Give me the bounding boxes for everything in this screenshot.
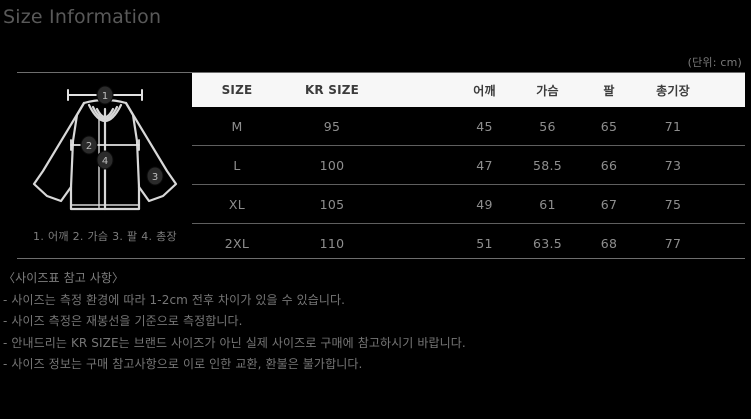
cell-spacer	[382, 223, 454, 262]
cell-length: 77	[638, 223, 708, 262]
notes-heading: 〈사이즈표 참고 사항〉	[3, 271, 125, 285]
cell-chest: 63.5	[515, 223, 580, 262]
unit-note: (단위: cm)	[687, 56, 742, 69]
cell-sleeve: 68	[580, 223, 638, 262]
size-notes: 〈사이즈표 참고 사항〉 - 사이즈는 측정 환경에 따라 1-2cm 전후 차…	[3, 268, 748, 376]
cell-spacer	[382, 184, 454, 224]
table-row: 2XL 110 51 63.5 68 77	[192, 223, 745, 262]
table-row: XL 105 49 61 67 75	[192, 184, 745, 224]
diagram-marker-1: 1	[96, 85, 114, 105]
page-title: Size Information	[3, 6, 162, 28]
column-header-tail	[708, 73, 745, 107]
garment-diagram: 1 2 3 4 1. 어깨 2. 가슴 3. 팔 4. 총장	[17, 73, 193, 259]
cell-sleeve: 67	[580, 184, 638, 224]
svg-text:1: 1	[102, 91, 108, 102]
cell-chest: 56	[539, 118, 556, 134]
diagram-marker-2: 2	[80, 135, 98, 155]
table-row: L 100 47 58.5 66 73	[192, 145, 745, 185]
column-header-size: SIZE	[221, 83, 253, 97]
size-table: SIZE KR SIZE 어깨 가슴 팔 총기장 M 95 45 56	[192, 73, 745, 262]
cell-chest: 61	[515, 184, 580, 224]
note-line-3: - 안내드리는 KR SIZE는 브랜드 사이즈가 아닌 실제 사이즈로 구매에…	[3, 335, 466, 350]
cell-kr-size: 95	[323, 118, 341, 134]
cell-spacer	[382, 107, 454, 146]
column-header-length: 총기장	[656, 83, 690, 98]
cell-shoulder: 47	[454, 145, 515, 185]
table-header-row: SIZE KR SIZE 어깨 가슴 팔 총기장	[192, 73, 745, 107]
cell-kr-size: 105	[282, 184, 382, 224]
column-header-spacer	[382, 73, 454, 107]
svg-text:3: 3	[152, 172, 158, 183]
cell-tail	[708, 145, 745, 185]
cell-size: L	[192, 145, 282, 185]
cell-sleeve: 66	[580, 145, 638, 185]
diagram-caption: 1. 어깨 2. 가슴 3. 팔 4. 총장	[33, 230, 177, 243]
cell-tail	[708, 223, 745, 262]
svg-text:2: 2	[86, 141, 92, 152]
note-line-1: - 사이즈는 측정 환경에 따라 1-2cm 전후 차이가 있을 수 있습니다.	[3, 292, 346, 307]
cell-kr-size: 110	[282, 223, 382, 262]
cell-spacer	[382, 145, 454, 185]
note-line-2: - 사이즈 측정은 재봉선을 기준으로 측정합니다.	[3, 314, 243, 328]
cell-shoulder: 45	[476, 118, 493, 134]
diagram-marker-3: 3	[146, 166, 164, 186]
column-header-sleeve: 팔	[603, 83, 615, 98]
cell-sleeve: 65	[600, 118, 618, 134]
column-header-shoulder: 어깨	[473, 83, 496, 98]
cell-tail	[708, 107, 745, 146]
cell-chest: 58.5	[515, 145, 580, 185]
cell-tail	[708, 184, 745, 224]
cell-size: 2XL	[192, 223, 282, 262]
svg-text:4: 4	[102, 156, 108, 167]
column-header-chest: 가슴	[536, 83, 559, 98]
column-header-kr-size: KR SIZE	[304, 83, 360, 97]
cell-size: M	[231, 118, 243, 134]
cell-shoulder: 49	[454, 184, 515, 224]
cell-shoulder: 51	[454, 223, 515, 262]
diagram-marker-4: 4	[96, 150, 114, 170]
cell-length: 71	[664, 118, 682, 134]
size-chart-block: 1 2 3 4 1. 어깨 2. 가슴 3. 팔 4. 총장	[17, 72, 745, 262]
cell-kr-size: 100	[282, 145, 382, 185]
table-row: M 95 45 56 65 71	[192, 107, 745, 146]
note-line-4: - 사이즈 정보는 구매 참고사항으로 이로 인한 교환, 환불은 불가합니다.	[3, 357, 363, 371]
size-table-wrap: SIZE KR SIZE 어깨 가슴 팔 총기장 M 95 45 56	[192, 73, 745, 262]
jacket-outline-icon: 1 2 3 4	[32, 85, 178, 211]
cell-length: 75	[638, 184, 708, 224]
cell-length: 73	[638, 145, 708, 185]
cell-size: XL	[192, 184, 282, 224]
